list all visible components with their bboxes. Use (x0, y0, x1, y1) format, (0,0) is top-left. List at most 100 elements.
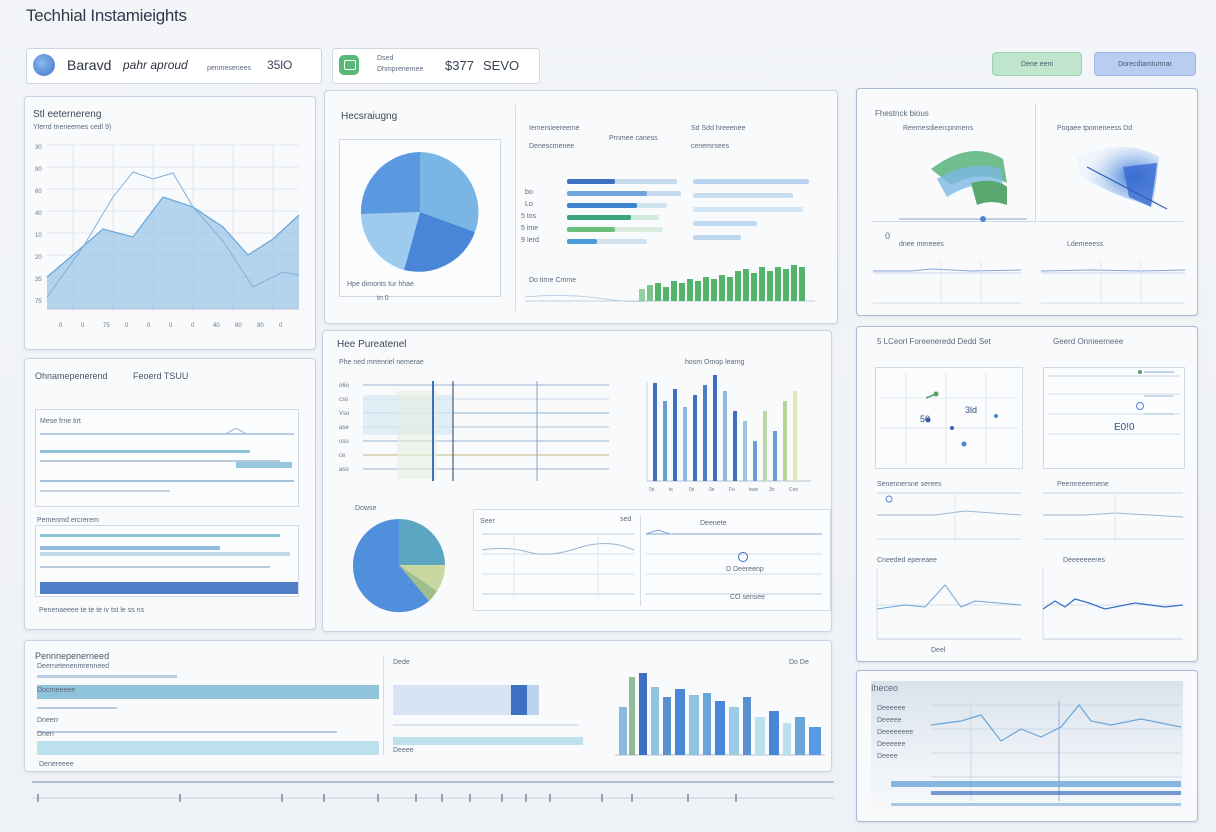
hbars-sub-2: hosm Omop learng (685, 359, 745, 366)
center-mini-line (645, 529, 822, 595)
scatter-title-2: Geerd Onnieemeee (1053, 337, 1124, 346)
hbars-panel: Hee Pureatenel Phe ned mrtenriel nemerae… (322, 330, 832, 632)
col2-sub: Prnmee caness (609, 135, 658, 142)
bottom-vbars (615, 673, 825, 756)
col2-title: Sd Sdd hreeenee (691, 125, 746, 132)
x-tick: 0 (169, 323, 173, 329)
lines-label-1: Mese frne tirt (40, 418, 81, 425)
center-line-divider (640, 516, 641, 606)
header-card-2-value2: SEVO (483, 58, 520, 73)
bottom-mid-foot: Deeee (393, 747, 414, 754)
row-label: 5 tos (521, 213, 537, 220)
svg-text:tsse: tsse (749, 487, 758, 493)
bottom-right-label: Deeeeee (877, 741, 906, 748)
header-card-2: Dsed Dhmprenemee $377 SEVO (332, 48, 540, 84)
gauges-foot-1: dnee mereees (899, 241, 944, 248)
scatter-value-3: 3ld (965, 405, 978, 415)
lines-chart-2 (40, 534, 298, 594)
lines-panel: Ohnamepenerend Feoerd TSUU Mese frne tir… (24, 358, 316, 630)
svg-text:o6o: o6o (339, 383, 350, 389)
y-tick: 10 (35, 233, 42, 239)
timeline-axis (32, 781, 834, 802)
header-card-2-label: Dsed (377, 55, 394, 62)
scatter-line-charts (876, 569, 1184, 640)
pie-subpanel: Hpe dimonts tur hhae (339, 139, 501, 339)
x-tick: 0 (125, 323, 129, 329)
y-tick: 90 (35, 167, 42, 173)
bottom-divider (383, 655, 384, 755)
x-tick: 0 (59, 323, 63, 329)
y-tick: 35 (35, 277, 42, 283)
scatter-sub-1: Senennersne serees (877, 481, 942, 488)
lines-title: Ohnamepenerend (35, 371, 108, 381)
gauge-num: 0 (885, 231, 891, 241)
y-tick: 30 (35, 145, 42, 151)
scatter-sub-3: Cneeded epereaee (877, 557, 937, 564)
y-tick: 40 (35, 211, 42, 217)
pie-label: Dowse (355, 505, 377, 512)
svg-text:ce: ce (339, 453, 346, 459)
bottom-sub: Deernetenenmrenneed (37, 663, 109, 670)
bottom-right-label: Deeeee (877, 717, 902, 724)
row-label: 9 Ierd (521, 237, 539, 244)
bottom-bars-mid (393, 685, 583, 745)
gauges-mini-lines (873, 261, 1186, 304)
y-tick: 75 (35, 299, 42, 305)
svg-text:0o: 0o (649, 487, 655, 493)
bottom-right-label: Deeeeeeee (877, 729, 914, 736)
x-tick: 0 (191, 323, 195, 329)
bottom-bars-left (37, 675, 379, 755)
scatter-value-2: E0!0 (1114, 422, 1135, 433)
center-line-sub-a: Seer (480, 518, 495, 525)
svg-text:Vso: Vso (339, 411, 350, 417)
lines-label-2: Pemenmd ercrerem (37, 517, 99, 524)
x-tick: 0 (279, 323, 283, 329)
avatar (33, 54, 55, 76)
x-tick: 40 (213, 323, 220, 329)
scatter-title: 5 LCeorl Foreeneredd Dedd Set (877, 337, 991, 346)
bottom-panel: Pennnepenerneed Deernetenenmrenneed Docr… (24, 640, 832, 772)
y-tick: 20 (35, 255, 42, 261)
scatter-plot-2: E0!0 (1043, 367, 1185, 469)
gauges-title: Fhestnck bious (875, 109, 929, 118)
bottom-right-title-overlay: Iheceo (871, 683, 899, 693)
header-green-button[interactable]: Dene eeni (992, 52, 1082, 76)
bottom-right-label: Deeee (877, 753, 898, 760)
area-chart-subtitle: Ylerrd tneneemes cedl 9) (33, 124, 112, 131)
gauge-1-sub: Reemesdieercpnmens (903, 125, 974, 132)
app-title: Techhial Instamieights (26, 6, 187, 25)
bottom-label: Dneerr (37, 717, 59, 724)
header-card-1-main: Baravd (67, 57, 112, 73)
svg-text:0s: 0s (689, 487, 695, 493)
bottom-label: Dnen (37, 731, 54, 738)
svg-text:ase: ase (339, 425, 349, 431)
bar-caption: Do tirne Cmme (529, 277, 577, 284)
row-label: bo (525, 189, 533, 196)
green-bar-strip (525, 265, 815, 303)
target-icon (738, 552, 748, 562)
bottom-label: Docrneeeee (37, 687, 76, 694)
center-line-chart (481, 533, 635, 598)
x-tick: 75 (103, 323, 110, 329)
progress-bars (567, 179, 809, 244)
lines-chart-1 (40, 428, 294, 492)
hbars-sub-1: Phe ned mrtenriel nemerae (339, 359, 424, 366)
bottom-mid-label: Dede (393, 659, 410, 666)
row-label: 5 ime (521, 225, 539, 232)
vbars-chart: 0o ts 0s 0e Fo tsse 3o Coo (646, 375, 811, 493)
scatter-panel: 5 LCeorl Foreeneredd Dedd Set Geerd Onni… (856, 326, 1198, 662)
center-line-sub-a2: sed (620, 516, 632, 523)
lines-value: Feoerd TSUU (133, 371, 189, 381)
bottom-foot: Denereeee (39, 761, 74, 768)
gauge-slider[interactable] (897, 209, 1047, 229)
header-blue-button[interactable]: Dorecdiamtumrar (1094, 52, 1196, 76)
bottom-right-label: Do De (789, 659, 809, 666)
pie-chart (360, 152, 479, 272)
pie-divider (515, 105, 516, 311)
center-circle-foot: CO sensee (730, 594, 766, 601)
svg-text:ts: ts (669, 487, 673, 493)
area-chart-title: Stl eeternereng (33, 109, 102, 120)
hbars-chart: o6o cso Vso ase oso ce aso (339, 381, 609, 481)
bottom-right-chart (891, 701, 1182, 806)
svg-text:cso: cso (339, 397, 349, 403)
